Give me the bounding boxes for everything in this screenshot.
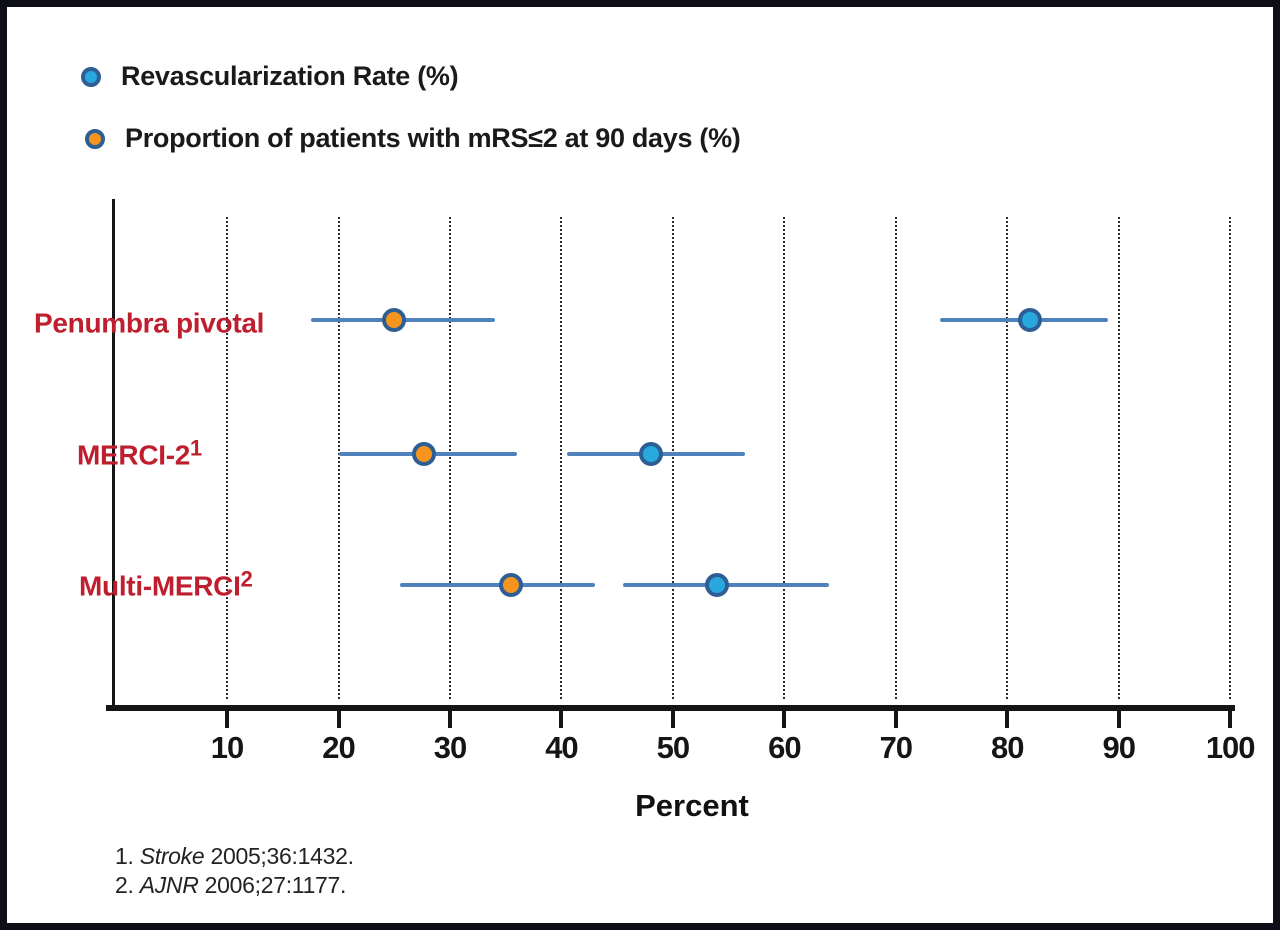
axis-tick [782,711,787,728]
gridline [226,217,229,699]
x-axis-line [106,705,1235,711]
axis-tick [336,711,341,728]
tick-label: 100 [1205,730,1256,765]
axis-tick [1228,711,1233,728]
axis-tick [670,711,675,728]
axis-tick [1116,711,1121,728]
tick-label: 20 [322,730,355,765]
axis-tick [447,711,452,728]
ci-line [399,583,595,587]
footnote-ajnr: 2. AJNR 2006;27:1177. [115,872,347,898]
gridline [448,217,451,699]
tick-label: 50 [656,730,690,765]
legend-item-mrs: Proportion of patients with mRS≤2 at 90 … [85,123,741,154]
data-point [1017,308,1042,332]
legend-label: Revascularization Rate (%) [121,61,459,91]
legend-item-revascularization: Revascularization Rate (%) [81,61,459,92]
row-label-merci-2: MERCI-21 [77,435,202,471]
gridline [1229,217,1232,699]
data-point [705,573,730,597]
data-point [412,442,437,466]
x-axis-title: Percent [635,788,749,823]
gridline [1117,217,1120,699]
orange-dot-icon [85,128,105,149]
data-point [382,308,407,332]
tick-label: 40 [545,730,578,765]
axis-tick [1005,711,1010,728]
tick-label: 90 [1102,730,1135,765]
gridline [337,217,340,699]
legend-label: Proportion of patients with mRS≤2 at 90 … [125,123,741,153]
data-point [638,442,663,466]
gridline [894,217,897,699]
tick-label: 30 [433,730,467,765]
gridline [671,217,674,699]
axis-tick [559,711,564,728]
tick-label: 60 [768,730,801,765]
data-point [499,573,524,597]
tick-label: 70 [879,730,913,765]
axis-tick [893,711,898,728]
gridline [560,217,563,699]
row-label-penumbra-pivotal: Penumbra pivotal [34,307,265,339]
tick-label: 80 [991,730,1024,765]
gridline [1006,217,1009,699]
footnote-stroke: 1. Stroke 2005;36:1432. [115,843,354,869]
y-axis-line [112,199,115,709]
plot-area: 10 20 30 40 50 60 70 80 90 100 [7,7,1273,923]
tick-label: 10 [210,730,244,765]
blue-dot-icon [81,66,101,87]
row-label-multi-merci: Multi-MERCI2 [79,566,253,602]
axis-tick [225,711,230,728]
gridline [783,217,786,699]
